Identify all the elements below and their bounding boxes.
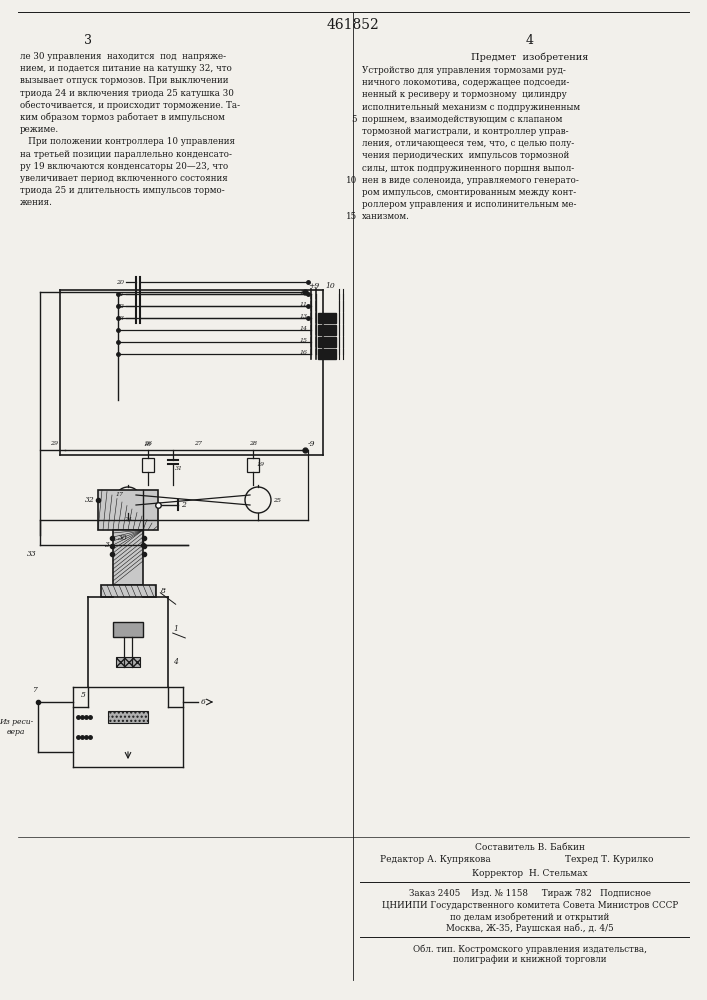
Bar xyxy=(116,657,140,667)
Text: 22: 22 xyxy=(116,304,124,308)
Text: нен в виде соленоида, управляемого генерато-: нен в виде соленоида, управляемого генер… xyxy=(362,176,579,185)
Text: 3: 3 xyxy=(84,33,92,46)
Text: жения.: жения. xyxy=(20,198,53,207)
Text: 461852: 461852 xyxy=(327,18,380,32)
Bar xyxy=(108,711,148,723)
Text: обесточивается, и происходит торможение. Та-: обесточивается, и происходит торможение.… xyxy=(20,101,240,110)
Text: 15: 15 xyxy=(300,338,308,344)
Text: 21: 21 xyxy=(116,292,124,296)
Text: Устройство для управления тормозами руд-: Устройство для управления тормозами руд- xyxy=(362,66,566,75)
Bar xyxy=(113,530,143,585)
Text: на третьей позиции параллельно конденсато-: на третьей позиции параллельно конденсат… xyxy=(20,150,232,159)
Bar xyxy=(142,458,154,472)
Bar xyxy=(318,349,336,359)
Text: вызывает отпуск тормозов. При выключении: вызывает отпуск тормозов. При выключении xyxy=(20,76,228,85)
Text: 31: 31 xyxy=(175,466,183,471)
Text: 18: 18 xyxy=(144,442,152,447)
Text: +9: +9 xyxy=(308,282,320,290)
Text: При положении контроллера 10 управления: При положении контроллера 10 управления xyxy=(20,137,235,146)
Bar xyxy=(113,622,143,637)
Text: 27: 27 xyxy=(194,441,202,446)
Text: триода 24 и включения триода 25 катушка 30: триода 24 и включения триода 25 катушка … xyxy=(20,89,234,98)
Text: Предмет  изобретения: Предмет изобретения xyxy=(472,52,589,62)
Text: 32: 32 xyxy=(86,496,95,504)
Text: 3: 3 xyxy=(105,541,110,549)
Text: силы, шток подпружиненного поршня выпол-: силы, шток подпружиненного поршня выпол- xyxy=(362,164,574,173)
Text: 11: 11 xyxy=(300,302,308,308)
Text: 19: 19 xyxy=(257,462,265,468)
Text: 24: 24 xyxy=(124,517,132,522)
Text: 13: 13 xyxy=(300,314,308,320)
Text: нием, и подается питание на катушку 32, что: нием, и подается питание на катушку 32, … xyxy=(20,64,232,73)
Text: режиме.: режиме. xyxy=(20,125,59,134)
Text: 2: 2 xyxy=(181,501,186,509)
Bar xyxy=(98,490,158,530)
Text: ненный к ресиверу и тормозному  цилиндру: ненный к ресиверу и тормозному цилиндру xyxy=(362,90,567,99)
Text: -9: -9 xyxy=(308,440,315,448)
Text: ким образом тормоз работает в импульсном: ким образом тормоз работает в импульсном xyxy=(20,113,225,122)
Bar xyxy=(101,585,156,597)
Text: 10: 10 xyxy=(346,176,357,185)
Text: ром импульсов, смонтированным между конт-: ром импульсов, смонтированным между конт… xyxy=(362,188,576,197)
Text: 8: 8 xyxy=(161,587,166,595)
Text: исполнительный механизм с подпружиненным: исполнительный механизм с подпружиненным xyxy=(362,103,580,112)
Text: 29: 29 xyxy=(50,441,58,446)
Text: 4: 4 xyxy=(173,658,178,666)
Text: роллером управления и исполинительным ме-: роллером управления и исполинительным ме… xyxy=(362,200,576,209)
Text: 15: 15 xyxy=(346,212,357,221)
Text: 17: 17 xyxy=(116,492,124,497)
Text: Заказ 2405    Изд. № 1158     Тираж 782   Подписное: Заказ 2405 Изд. № 1158 Тираж 782 Подписн… xyxy=(409,890,651,898)
Text: тормозной магистрали, и контроллер управ-: тормозной магистрали, и контроллер управ… xyxy=(362,127,568,136)
Bar xyxy=(247,458,259,472)
Text: Из реси-
вера: Из реси- вера xyxy=(0,718,33,736)
Text: 10: 10 xyxy=(325,282,334,290)
Text: чения периодических  импульсов тормозной: чения периодических импульсов тормозной xyxy=(362,151,569,160)
Text: поршнем, взаимодействующим с клапаном: поршнем, взаимодействующим с клапаном xyxy=(362,115,562,124)
Text: 33: 33 xyxy=(28,550,37,558)
Text: по делам изобретений и открытий: по делам изобретений и открытий xyxy=(450,912,609,922)
Text: 12: 12 xyxy=(300,290,308,296)
Text: 6: 6 xyxy=(201,698,206,706)
Text: ничного локомотива, содержащее подсоеди-: ничного локомотива, содержащее подсоеди- xyxy=(362,78,569,87)
Text: 20: 20 xyxy=(116,279,124,284)
Text: Составитель В. Бабкин: Составитель В. Бабкин xyxy=(475,842,585,852)
Text: 7: 7 xyxy=(33,686,37,694)
Text: 26: 26 xyxy=(144,441,152,446)
Text: 5: 5 xyxy=(351,115,357,124)
Text: 23: 23 xyxy=(116,316,124,320)
Text: 25: 25 xyxy=(273,497,281,502)
Text: триода 25 и длительность импульсов тормо-: триода 25 и длительность импульсов тормо… xyxy=(20,186,225,195)
Text: 14: 14 xyxy=(300,326,308,332)
Text: Корректор  Н. Стельмах: Корректор Н. Стельмах xyxy=(472,868,588,878)
Text: полиграфии и книжной торговли: полиграфии и книжной торговли xyxy=(453,956,607,964)
Text: ления, отличающееся тем, что, с целью полу-: ления, отличающееся тем, что, с целью по… xyxy=(362,139,574,148)
Text: Редактор А. Купрякова: Редактор А. Купрякова xyxy=(380,856,491,864)
Text: Техред Т. Курилко: Техред Т. Курилко xyxy=(565,856,653,864)
Bar xyxy=(318,325,336,335)
Text: 30: 30 xyxy=(118,534,128,542)
Text: 5: 5 xyxy=(81,691,86,699)
Bar xyxy=(318,337,336,347)
Text: 1: 1 xyxy=(173,625,178,633)
Text: 16: 16 xyxy=(300,351,308,356)
Text: Москва, Ж-35, Раушская наб., д. 4/5: Москва, Ж-35, Раушская наб., д. 4/5 xyxy=(446,923,614,933)
Text: Обл. тип. Костромского управления издательства,: Обл. тип. Костромского управления издате… xyxy=(413,944,647,954)
Text: ру 19 включаются конденсаторы 20—23, что: ру 19 включаются конденсаторы 20—23, что xyxy=(20,162,228,171)
Text: ле 30 управления  находится  под  напряже-: ле 30 управления находится под напряже- xyxy=(20,52,226,61)
Text: 28: 28 xyxy=(249,441,257,446)
Text: ЦНИИПИ Государственного комитета Совета Министров СССР: ЦНИИПИ Государственного комитета Совета … xyxy=(382,902,678,910)
Text: 4: 4 xyxy=(526,33,534,46)
Text: увеличивает период включенного состояния: увеличивает период включенного состояния xyxy=(20,174,228,183)
Text: ханизмом.: ханизмом. xyxy=(362,212,410,221)
Bar xyxy=(318,313,336,323)
